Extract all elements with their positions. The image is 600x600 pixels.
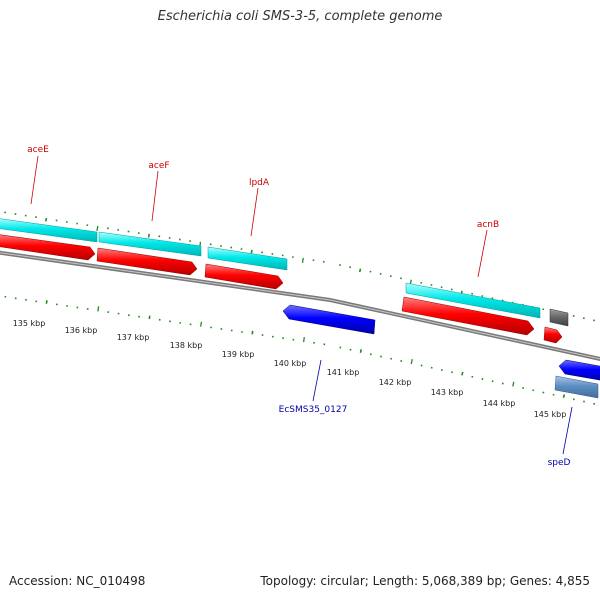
scale-label: 135 kbp	[13, 319, 46, 328]
scale-tick	[200, 321, 203, 327]
forward-gene-track	[0, 218, 569, 327]
scale-tick	[512, 381, 515, 387]
scale-tick	[359, 349, 362, 353]
scale-label: 142 kbp	[379, 378, 412, 387]
leader-aceF	[151, 170, 159, 222]
scale-label: 136 kbp	[65, 326, 98, 335]
gene-bar-unnamed[interactable]	[549, 308, 569, 327]
gene-bar-lpdA[interactable]	[207, 246, 288, 271]
scale-label: 138 kbp	[170, 341, 203, 350]
gene-name-labels: aceE aceF lpdA acnB EcSMS35_0127 speD	[27, 145, 570, 468]
scale-tick	[410, 358, 413, 365]
scale-tick	[461, 371, 464, 376]
scale-tick	[301, 257, 304, 263]
leader-acnB	[477, 229, 488, 278]
genome-info-label: Topology: circular; Length: 5,068,389 bp…	[260, 574, 590, 588]
gene-label-acnB[interactable]: acnB	[477, 220, 499, 230]
scale-tick	[97, 306, 100, 312]
cds-arrow-EcSMS35_0127[interactable]	[282, 304, 376, 335]
scale-label: 137 kbp	[117, 333, 150, 342]
top-tick-track	[4, 211, 595, 322]
cds-arrow-aceF[interactable]	[96, 247, 198, 276]
scale-label: 145 kbp	[534, 410, 567, 419]
map-title: Escherichia coli SMS-3-5, complete genom…	[157, 9, 443, 24]
scale-tick	[96, 225, 99, 232]
scale-tick	[45, 217, 48, 222]
scale-label: 144 kbp	[483, 399, 516, 408]
gene-label-speD[interactable]: speD	[548, 458, 571, 468]
forward-cds-track	[0, 234, 563, 344]
cds-arrow-aceE[interactable]	[0, 234, 96, 261]
reverse-feature-track	[282, 304, 600, 399]
label-leader-lines	[30, 155, 573, 455]
genome-backbone	[0, 250, 600, 361]
gene-bar-aceF[interactable]	[98, 231, 202, 257]
bottom-tick-track	[4, 295, 596, 405]
gene-label-EcSMS35_0127[interactable]: EcSMS35_0127	[279, 405, 348, 415]
scale-tick	[147, 233, 150, 238]
scale-tick	[562, 394, 566, 398]
gene-label-aceF[interactable]: aceF	[148, 161, 169, 171]
cds-arrow-speD[interactable]	[558, 359, 600, 381]
leader-lpdA	[250, 187, 259, 237]
leader-aceE	[30, 155, 39, 205]
scale-label: 141 kbp	[327, 368, 360, 377]
leader-EcSMS35_0127	[312, 359, 322, 402]
gene-label-aceE[interactable]: aceE	[27, 145, 49, 155]
cds-arrow-lpdA[interactable]	[204, 263, 284, 290]
gene-bar-speD[interactable]	[554, 375, 599, 399]
scale-tick	[358, 268, 362, 273]
gene-bar-acnB[interactable]	[405, 282, 541, 319]
leader-speD	[562, 406, 573, 455]
cds-arrow-acnB[interactable]	[401, 296, 535, 336]
gene-bar-aceE[interactable]	[0, 218, 98, 243]
cds-arrow-unnamed[interactable]	[543, 326, 563, 344]
gene-label-lpdA[interactable]: lpdA	[249, 178, 270, 188]
scale-tick	[45, 300, 48, 304]
scale-tick	[250, 249, 253, 254]
scale-tick	[302, 337, 305, 343]
scale-labels: 135 kbp 136 kbp 137 kbp 138 kbp 139 kbp …	[13, 319, 567, 419]
scale-label: 139 kbp	[222, 350, 255, 359]
scale-label: 143 kbp	[431, 388, 464, 397]
accession-label: Accession: NC_010498	[9, 574, 146, 588]
scale-tick	[251, 330, 254, 335]
scale-label: 140 kbp	[274, 359, 307, 368]
scale-tick	[148, 315, 151, 320]
